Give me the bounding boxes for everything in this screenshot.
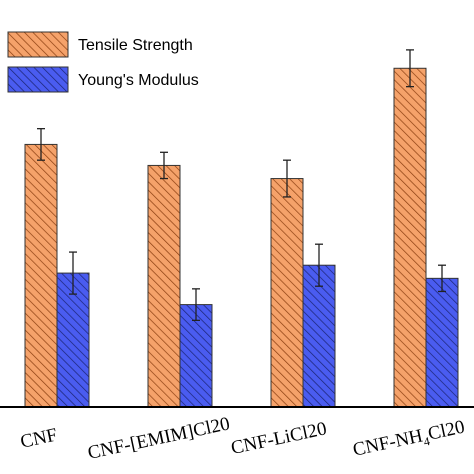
error-bar-tensile-2 bbox=[283, 159, 291, 198]
bar-tensile-0 bbox=[24, 143, 58, 408]
legend-label-tensile: Tensile Strength bbox=[78, 37, 193, 54]
bar-modulus-3 bbox=[425, 277, 459, 408]
error-bar-tensile-1 bbox=[160, 151, 168, 180]
error-bar-tensile-3 bbox=[406, 49, 414, 88]
bar-modulus-0 bbox=[56, 272, 90, 408]
category-label-1: CNF-[EMIM]Cl20 bbox=[86, 413, 232, 464]
bar-modulus-1 bbox=[179, 304, 213, 408]
error-bar-modulus-0 bbox=[69, 251, 77, 295]
error-bar-modulus-1 bbox=[192, 288, 200, 321]
bar-tensile-2 bbox=[270, 178, 304, 408]
legend: Tensile Strength Young's Modulus bbox=[7, 31, 199, 93]
bar-tensile-1 bbox=[147, 164, 181, 408]
legend-swatch-modulus bbox=[7, 66, 69, 93]
error-bar-modulus-3 bbox=[438, 264, 446, 293]
legend-swatch-tensile bbox=[7, 31, 69, 58]
error-bar-modulus-2 bbox=[315, 243, 323, 287]
category-label-0: CNF bbox=[19, 425, 60, 453]
chart-marks bbox=[24, 49, 459, 408]
category-label-3: CNF-NH4Cl20 bbox=[351, 417, 467, 464]
legend-label-modulus: Young's Modulus bbox=[78, 72, 199, 89]
error-bar-tensile-0 bbox=[37, 128, 45, 161]
bar-tensile-3 bbox=[393, 67, 427, 408]
category-label-2: CNF-LiCl20 bbox=[229, 418, 328, 459]
